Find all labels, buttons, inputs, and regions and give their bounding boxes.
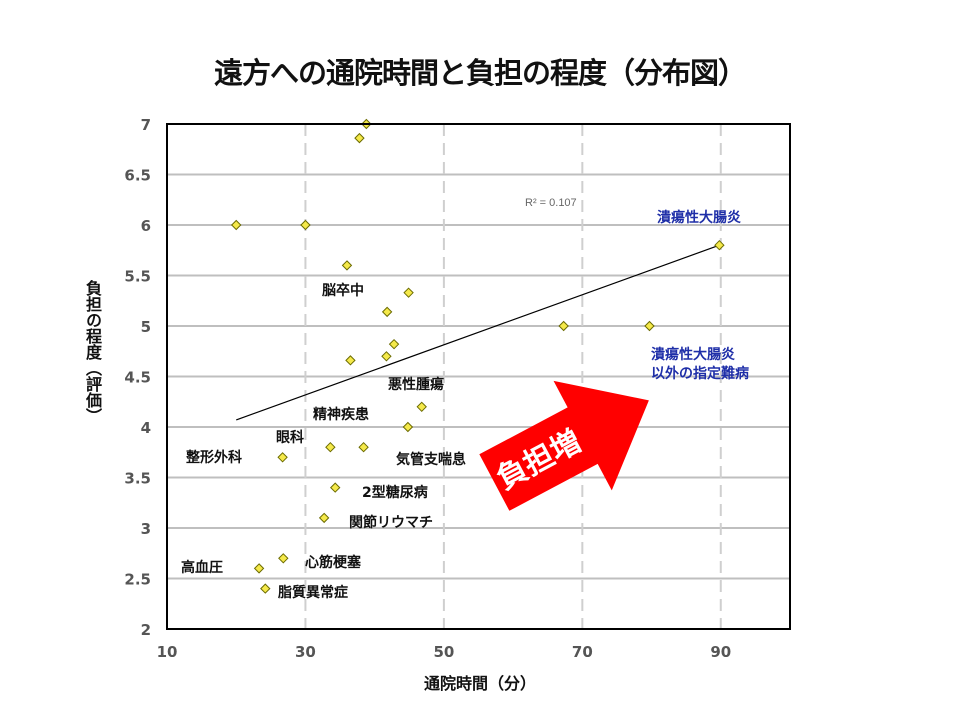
data-point-diamond bbox=[558, 320, 569, 332]
data-point-diamond bbox=[358, 441, 369, 453]
gridlines bbox=[167, 124, 790, 629]
disease-label: 整形外科 bbox=[185, 449, 242, 466]
data-point-diamond bbox=[381, 351, 392, 362]
data-point-diamond bbox=[300, 219, 311, 231]
linear-trendline bbox=[236, 244, 720, 421]
x-tick-label: 30 bbox=[295, 643, 316, 661]
data-point-diamond bbox=[231, 219, 242, 231]
disease-label: 眼科 bbox=[276, 429, 304, 446]
data-point-diamond bbox=[253, 563, 265, 574]
axis-ticks: 2 2.5 3 3.5 4 4.5 5 5.5 6 6.5 7 10 30 50 70 90 bbox=[124, 116, 731, 661]
data-point-diamond bbox=[330, 482, 341, 493]
y-tick-label: 5 bbox=[141, 318, 151, 336]
data-point-diamond bbox=[644, 320, 655, 332]
disease-label: 潰瘍性大腸炎 bbox=[657, 209, 741, 226]
disease-label: 高血圧 bbox=[181, 559, 223, 576]
disease-label: 脂質異常症 bbox=[277, 584, 348, 601]
r-squared-label: R² = 0.107 bbox=[525, 197, 577, 209]
data-points bbox=[231, 118, 725, 594]
x-tick-label: 50 bbox=[433, 643, 454, 661]
y-tick-label: 6 bbox=[141, 217, 151, 235]
disease-label: 関節リウマチ bbox=[349, 514, 433, 531]
y-tick-label: 6.5 bbox=[124, 167, 151, 185]
y-tick-label: 4 bbox=[141, 419, 151, 437]
y-tick-label: 4.5 bbox=[124, 369, 151, 387]
data-point-diamond bbox=[260, 583, 271, 594]
x-axis-label: 通院時間（分） bbox=[423, 674, 536, 693]
x-tick-label: 90 bbox=[710, 643, 731, 661]
data-point-diamond bbox=[381, 306, 393, 318]
data-point-diamond bbox=[318, 512, 330, 524]
y-tick-label: 7 bbox=[141, 116, 151, 134]
y-tick-label: 3.5 bbox=[124, 470, 151, 488]
disease-label: 悪性腫瘍 bbox=[388, 376, 444, 393]
data-point-diamond bbox=[403, 287, 414, 298]
arrow-shape bbox=[479, 380, 649, 511]
y-axis-label: 負担の程度（評価） bbox=[83, 280, 102, 424]
x-tick-label: 70 bbox=[572, 643, 593, 661]
disease-label: 気管支喘息 bbox=[396, 451, 466, 468]
disease-label: 潰瘍性大腸炎 bbox=[651, 346, 735, 363]
data-point-diamond bbox=[416, 401, 427, 413]
plot-frame bbox=[166, 123, 791, 630]
data-point-diamond bbox=[345, 355, 356, 366]
data-point-diamond bbox=[402, 421, 414, 433]
data-point-diamond bbox=[714, 239, 725, 251]
disease-label: 脳卒中 bbox=[322, 282, 364, 299]
data-point-diamond bbox=[388, 338, 400, 350]
chart-title: 遠方への通院時間と負担の程度（分布図） bbox=[213, 56, 747, 90]
y-tick-label: 5.5 bbox=[124, 268, 151, 286]
disease-label: 心筋梗塞 bbox=[305, 554, 362, 571]
data-point-diamond bbox=[341, 260, 353, 271]
disease-label: 以外の指定難病 bbox=[651, 365, 749, 382]
y-tick-label: 2 bbox=[141, 621, 151, 639]
burden-increase-arrow: 負担増 bbox=[479, 380, 649, 511]
x-tick-label: 10 bbox=[157, 643, 178, 661]
y-tick-label: 2.5 bbox=[124, 571, 151, 589]
data-point-diamond bbox=[278, 553, 289, 564]
disease-label: 2型糖尿病 bbox=[362, 484, 428, 501]
data-point-diamond bbox=[325, 441, 336, 453]
disease-label: 精神疾患 bbox=[313, 406, 369, 423]
trendline: R² = 0.107 bbox=[236, 197, 720, 421]
data-point-diamond bbox=[277, 452, 288, 463]
y-tick-label: 3 bbox=[141, 520, 151, 538]
data-point-diamond bbox=[354, 132, 365, 144]
